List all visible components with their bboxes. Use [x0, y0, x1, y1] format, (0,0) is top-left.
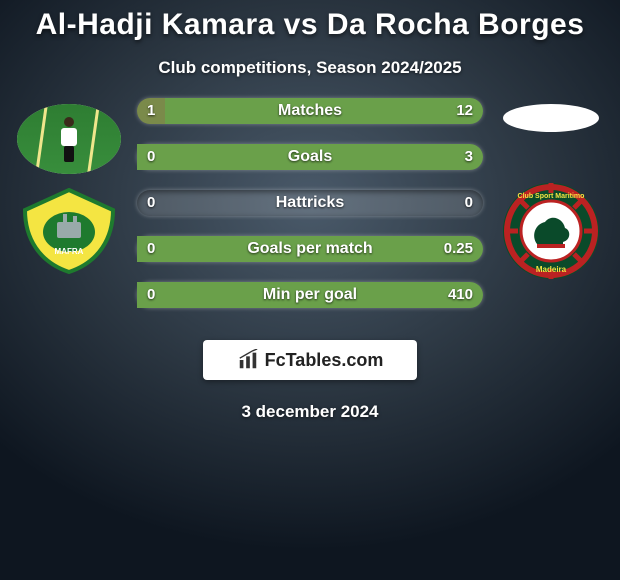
- left-player-column: MAFRA: [13, 104, 125, 274]
- left-club-badge: MAFRA: [19, 188, 119, 274]
- stat-row: Matches1 12: [137, 98, 483, 124]
- bars-chart-icon: [237, 349, 259, 371]
- stat-left-value: 0: [147, 236, 155, 262]
- stat-row: Goals0 3: [137, 144, 483, 170]
- stat-label: Min per goal: [137, 282, 483, 308]
- svg-text:Club Sport Maritimo: Club Sport Maritimo: [518, 193, 585, 200]
- svg-text:MAFRA: MAFRA: [55, 247, 84, 256]
- stat-right-value: 12: [456, 98, 473, 124]
- right-club-badge: Club Sport Maritimo Madeira: [501, 176, 601, 286]
- stat-left-value: 0: [147, 190, 155, 216]
- content-wrap: Al-Hadji Kamara vs Da Rocha Borges Club …: [0, 0, 620, 580]
- maritimo-badge-icon: Club Sport Maritimo Madeira: [501, 176, 601, 286]
- stat-right-value: 0: [465, 190, 473, 216]
- stat-bars: Matches112Goals03Hattricks00Goals per ma…: [137, 98, 483, 308]
- stat-label: Hattricks: [137, 190, 483, 216]
- stat-right-value: 410: [448, 282, 473, 308]
- stat-left-value: 0: [147, 282, 155, 308]
- stat-right-value: 3: [465, 144, 473, 170]
- stat-row: Min per goal0 410: [137, 282, 483, 308]
- stat-left-value: 1: [147, 98, 155, 124]
- stat-label: Goals: [137, 144, 483, 170]
- right-player-column: Club Sport Maritimo Madeira: [495, 104, 607, 286]
- player-silhouette-icon: [57, 117, 81, 163]
- date-text: 3 december 2024: [0, 402, 620, 422]
- brand-box[interactable]: FcTables.com: [203, 340, 417, 380]
- subtitle: Club competitions, Season 2024/2025: [0, 58, 620, 78]
- mafra-shield-icon: MAFRA: [19, 188, 119, 274]
- right-player-avatar: [503, 104, 599, 132]
- stat-left-value: 0: [147, 144, 155, 170]
- stat-right-value: 0.25: [444, 236, 473, 262]
- page-title: Al-Hadji Kamara vs Da Rocha Borges: [0, 8, 620, 42]
- stat-row: Goals per match0 0.25: [137, 236, 483, 262]
- stat-label: Goals per match: [137, 236, 483, 262]
- brand-text: FcTables.com: [265, 350, 384, 371]
- stat-row: Hattricks0 0: [137, 190, 483, 216]
- comparison-main: MAFRA Matches112Goals03Hattricks00Goals …: [0, 104, 620, 308]
- svg-text:Madeira: Madeira: [536, 265, 567, 274]
- left-player-avatar: [17, 104, 121, 174]
- stat-label: Matches: [137, 98, 483, 124]
